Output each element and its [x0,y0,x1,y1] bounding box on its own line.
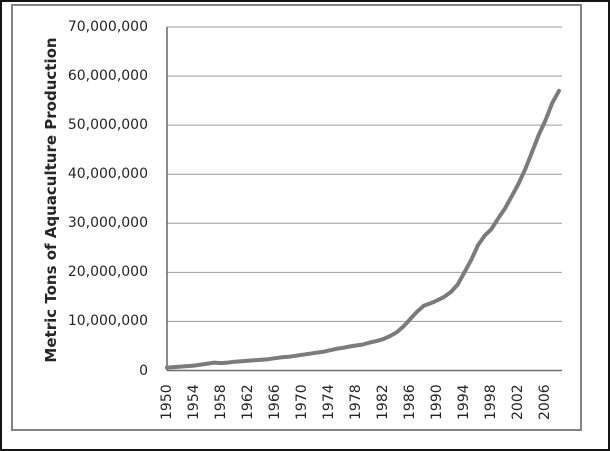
x-tick-label: 1962 [240,384,257,420]
y-tick-label: 50,000,000 [67,117,148,134]
x-tick-label: 1986 [402,384,419,420]
aquaculture-production-line [165,88,561,370]
x-tick-label: 1966 [267,384,284,420]
x-tick-label: 1990 [429,384,446,420]
y-tick-label: 60,000,000 [67,68,148,85]
y-tick-label: 20,000,000 [67,264,148,281]
x-tick-label: 1982 [375,384,392,420]
x-tick-label: 1978 [348,384,365,420]
x-tick-label: 1994 [456,384,473,420]
x-tick-label: 1974 [321,384,338,420]
x-tick-label: 1954 [186,384,203,420]
x-tick-label: 1950 [159,384,175,420]
y-tick-label: 0 [139,362,148,379]
x-tick-label: 1970 [294,384,311,420]
y-tick-label: 30,000,000 [67,215,148,232]
chart-frame [11,4,582,431]
y-tick-label: 10,000,000 [67,313,148,330]
x-tick-label: 1998 [483,384,500,420]
x-tick-label: 1958 [213,384,230,420]
y-tick-label: 40,000,000 [67,166,148,183]
x-tick-label: 2002 [510,384,527,420]
x-tick-label: 2006 [537,384,554,420]
y-tick-label: 70,000,000 [67,19,148,35]
